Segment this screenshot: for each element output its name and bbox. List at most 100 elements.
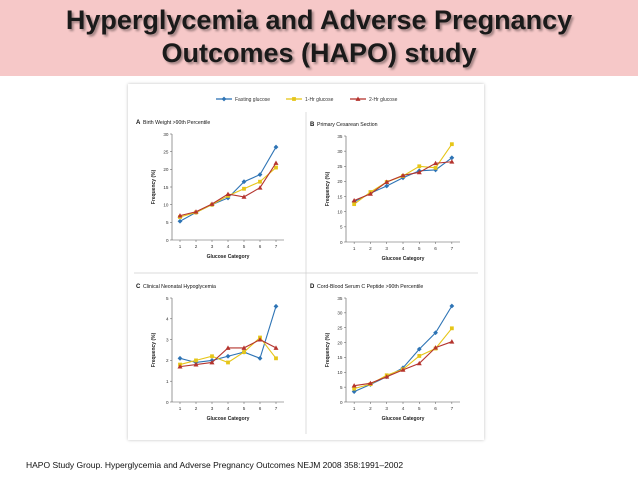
title-band [0,0,638,76]
x-tick-label: 7 [451,406,454,411]
series-2-hr-glucose [351,339,455,388]
series-line [179,146,277,222]
data-point [225,353,231,359]
x-tick-label: 3 [385,246,388,251]
y-tick-label: 20 [337,179,343,184]
slide-title: Hyperglycemia and Adverse Pregnancy Outc… [0,4,638,70]
legend-marker-diamond [221,96,227,102]
x-tick-label: 7 [275,406,278,411]
x-tick-label: 2 [195,244,198,249]
data-point [177,355,183,361]
data-point [433,160,439,166]
legend-marker-triangle [355,96,361,101]
data-point [384,179,390,184]
y-tick-label: 10 [163,202,169,207]
y-axis-label: Frequency (%) [151,332,157,367]
data-point [416,346,422,352]
panel-letter: D [310,284,315,290]
x-tick-label: 7 [451,246,454,251]
data-point [242,186,246,191]
y-tick-label: 5 [166,220,169,225]
data-point [352,386,357,391]
data-point [384,183,390,189]
y-tick-label: 10 [337,370,343,375]
data-point [257,337,263,342]
data-point [241,345,247,350]
y-axis-label: Frequency (%) [325,171,331,206]
figure-panel-grid: Fasting glucose 1-Hr glucose 2-Hr glucose A… [128,84,484,440]
x-tick-label: 2 [369,246,372,251]
y-tick-label: 0 [166,400,169,405]
data-point [257,172,263,178]
x-tick-label: 6 [259,406,262,411]
y-tick-label: 0 [166,238,169,243]
x-tick-label: 1 [353,246,356,251]
data-point [274,165,278,170]
data-point [193,362,199,367]
data-point [352,202,357,207]
series-fasting-glucose [177,144,279,224]
y-tick-label: 30 [337,149,343,154]
chart-panel-d: D Cord-Blood Serum C Peptide >90th Percen… [310,284,460,422]
data-point [449,142,454,147]
panel-letter: A [136,120,141,126]
slide-title-line2: Outcomes (HAPO) study [161,38,477,68]
data-point [417,164,422,169]
panel-title: Clinical Neonatal Hypoglycemia [143,284,216,290]
y-tick-label: 15 [163,185,169,190]
series-2-hr-glucose [351,159,455,203]
y-tick-label: 0 [340,400,343,405]
y-tick-label: 35 [337,296,343,301]
data-point [177,364,183,369]
y-tick-label: 2 [166,358,169,363]
series-2-hr-glucose [177,160,279,218]
data-point [449,155,455,161]
x-tick-label: 6 [434,246,437,251]
data-point [433,330,438,336]
y-tick-label: 25 [337,164,343,169]
y-tick-label: 10 [337,210,343,215]
data-point [241,179,247,185]
y-tick-label: 25 [337,326,343,331]
figure-svg: Fasting glucose 1-Hr glucose 2-Hr glucose A… [134,96,478,434]
data-point [257,185,263,190]
data-point [242,350,246,354]
x-tick-label: 4 [402,406,405,411]
y-tick-label: 20 [163,167,169,172]
x-tick-label: 6 [434,406,437,411]
x-tick-label: 5 [243,406,246,411]
legend-marker-square [292,97,296,101]
data-point [257,355,263,361]
y-tick-label: 3 [166,337,169,342]
chart-panel-a: A Birth Weight >90th Percentile0510152025… [136,120,284,260]
y-axis-label: Frequency (%) [325,332,331,367]
x-tick-label: 1 [179,244,182,249]
x-tick-label: 3 [385,406,388,411]
data-point [258,179,262,184]
chart-panel-b: B Primary Cesarean Section051015202530351… [310,122,460,262]
y-tick-label: 30 [337,311,343,316]
data-point [367,380,373,386]
data-point [417,354,422,358]
legend-label: 1-Hr glucose [305,97,334,103]
data-point [177,218,183,224]
panel-title: Primary Cesarean Section [317,122,378,128]
x-tick-label: 2 [195,406,198,411]
data-point [351,198,357,203]
x-axis-label: Glucose Category [382,416,425,422]
panel-letter: C [136,284,141,290]
y-tick-label: 1 [166,379,169,384]
data-point [449,339,455,344]
data-point [449,159,455,164]
y-tick-label: 5 [340,225,343,230]
panel-title: Cord-Blood Serum C Peptide >90th Percent… [317,284,423,290]
data-point [225,345,231,350]
legend-label: Fasting glucose [235,97,270,103]
series-fasting-glucose [351,303,455,394]
data-point [416,169,422,175]
data-point [433,165,438,170]
y-tick-label: 20 [337,340,343,345]
y-axis-label: Frequency (%) [151,169,157,204]
data-point [194,358,198,363]
x-tick-label: 6 [259,244,262,249]
